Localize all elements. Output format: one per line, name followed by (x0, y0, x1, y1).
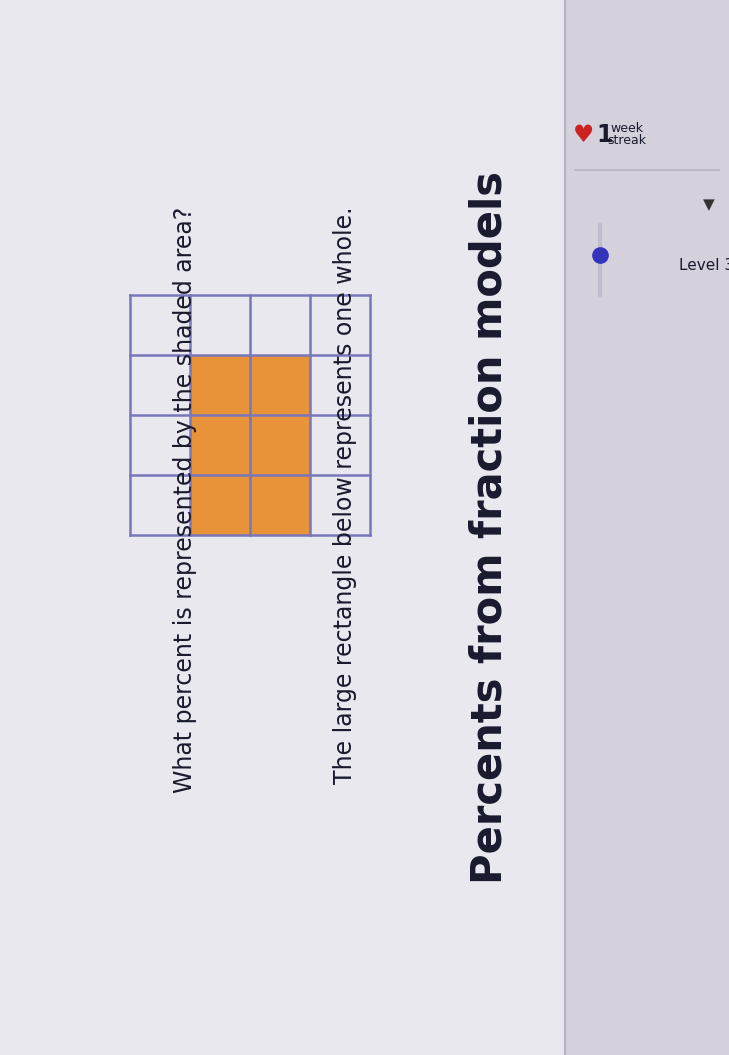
Bar (250, 415, 310, 475)
Bar (190, 354, 250, 415)
Bar (0, 0, 565, 1055)
Text: streak: streak (607, 134, 647, 148)
Text: Level 3 ⓘ: Level 3 ⓘ (679, 257, 729, 272)
Text: ♥: ♥ (572, 123, 593, 147)
Text: The large rectangle below represents one whole.: The large rectangle below represents one… (333, 206, 357, 784)
Text: Percents from fraction models: Percents from fraction models (469, 172, 511, 884)
Bar (250, 354, 310, 415)
Bar (250, 475, 310, 535)
Text: What percent is represented by the shaded area?: What percent is represented by the shade… (173, 207, 197, 793)
Text: 1: 1 (597, 123, 613, 147)
Text: week: week (610, 122, 644, 135)
Text: ▼: ▼ (703, 197, 715, 212)
Bar (190, 415, 250, 475)
Bar (565, 0, 729, 1055)
Bar (190, 475, 250, 535)
